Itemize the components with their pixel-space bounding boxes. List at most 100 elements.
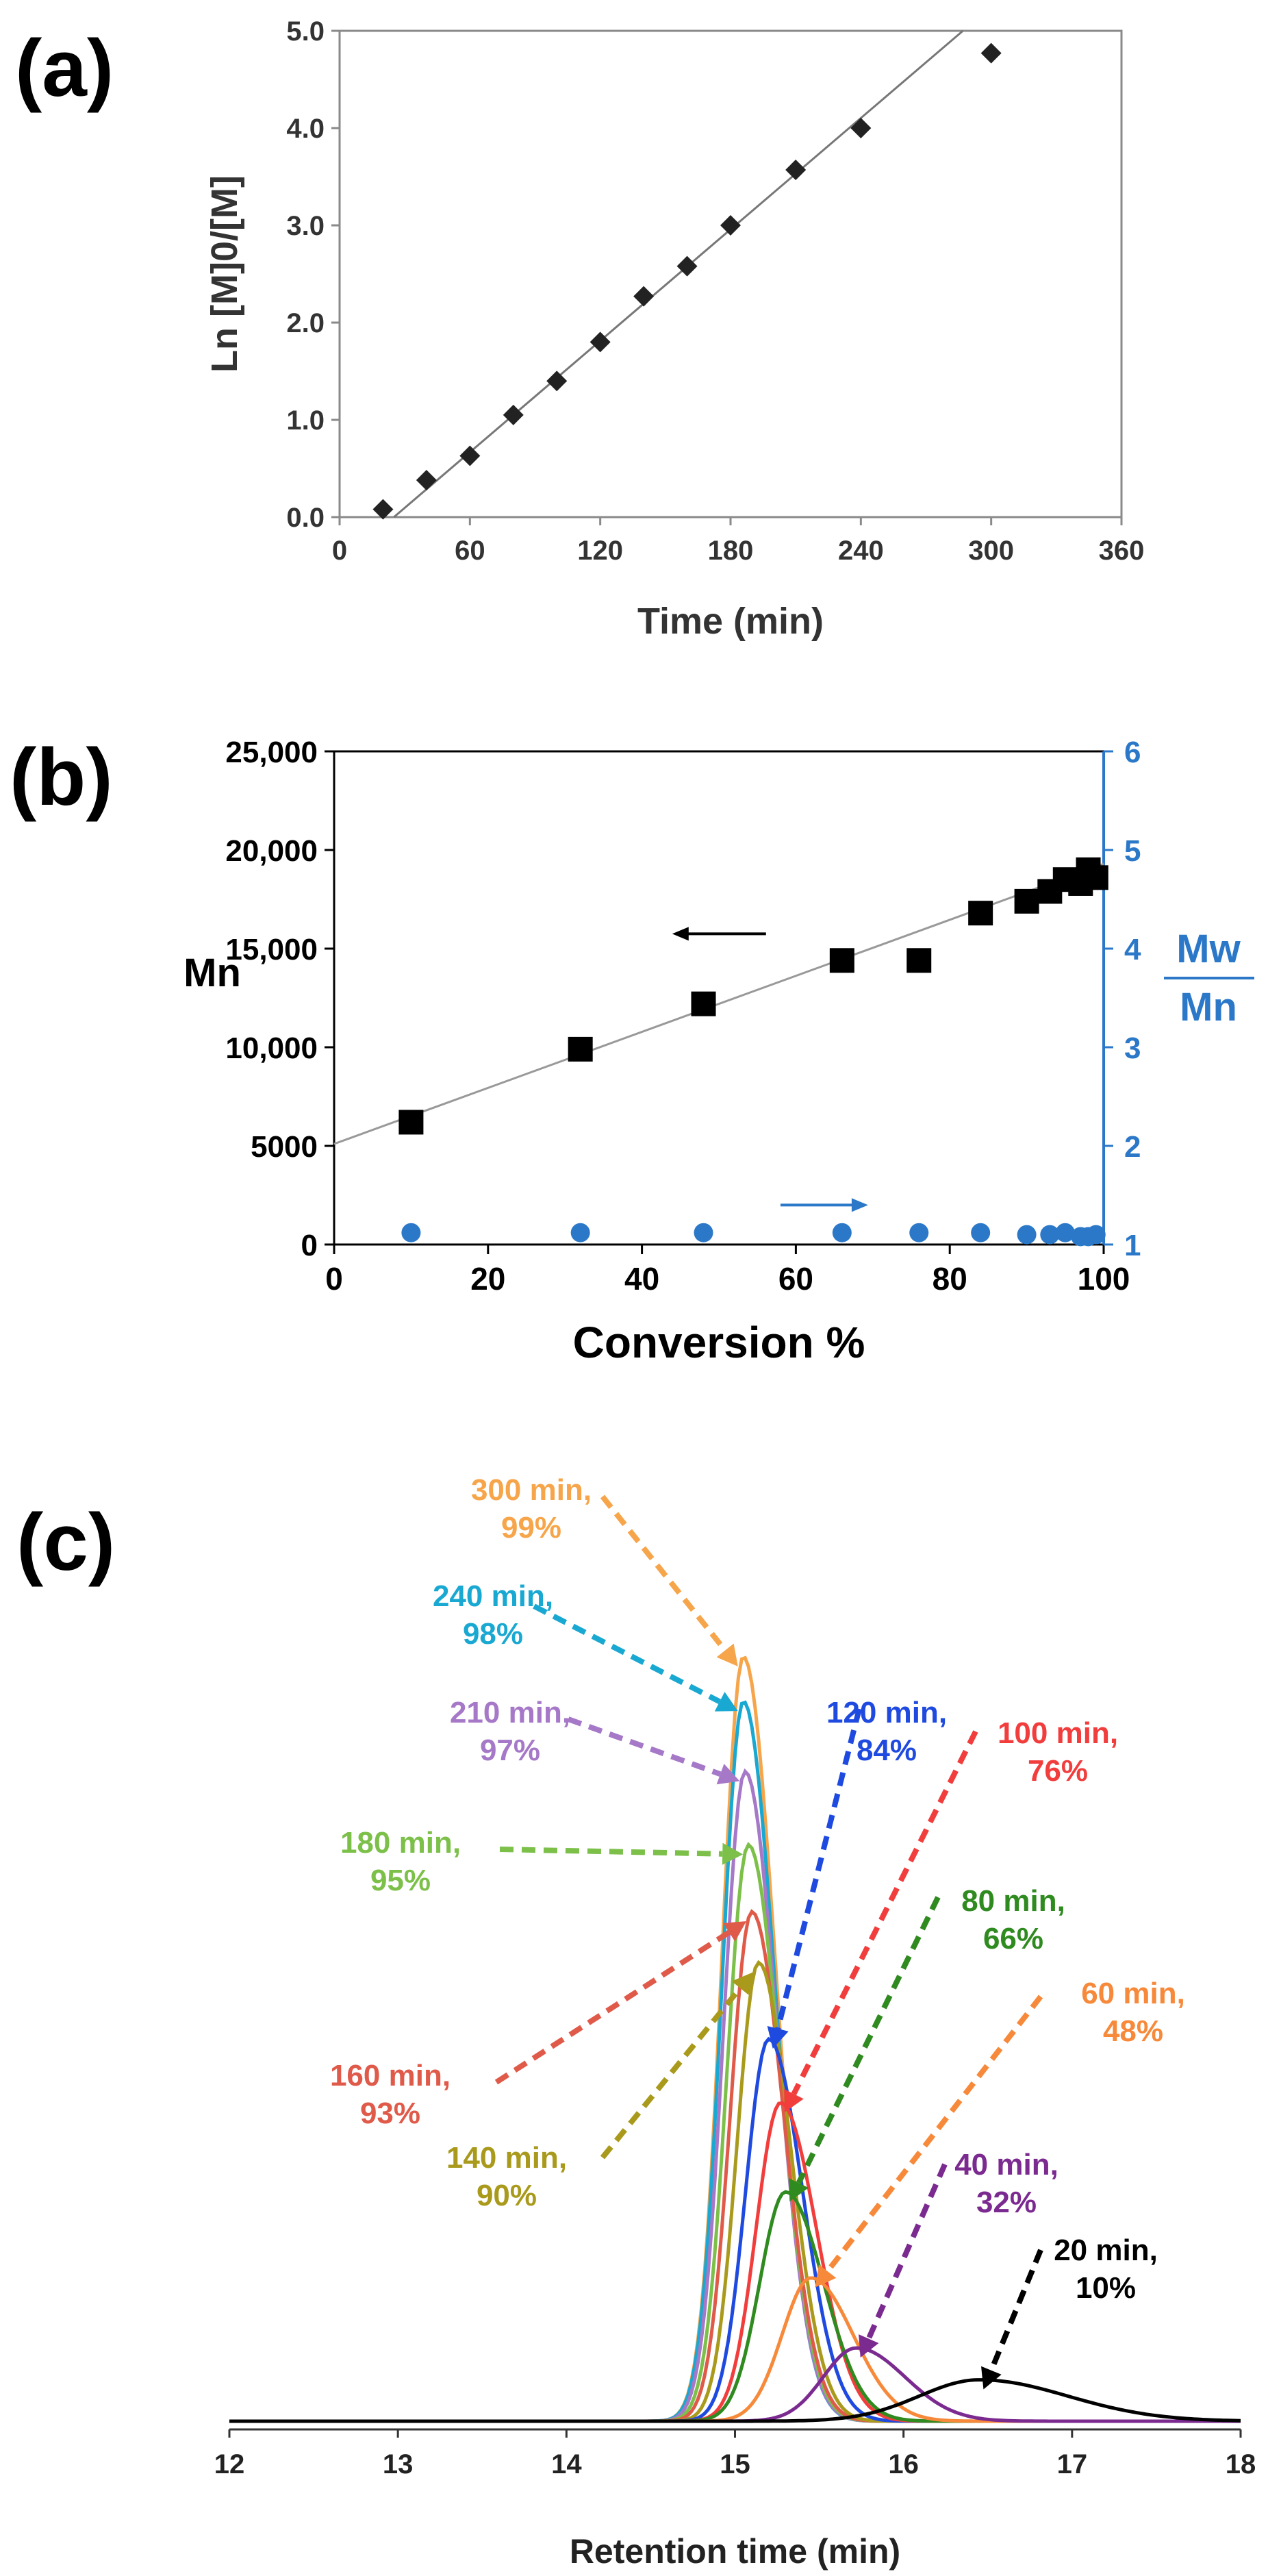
mn-point — [906, 948, 932, 973]
annotation-arrow-line — [825, 1994, 1043, 2273]
x-tick-label: 0 — [325, 1261, 343, 1297]
x-tick-label: 17 — [1057, 2449, 1088, 2479]
y-tick-label: 5000 — [251, 1130, 318, 1164]
pdi-point — [1055, 1223, 1075, 1242]
curve-conversion-label: 76% — [1028, 1754, 1088, 1788]
chart-b: 0 20 40 60 80 100 0 5000 10,000 15,000 20,000 25,00… — [183, 736, 1254, 1367]
chart-a: 0 60 120 180 240 300 360 0.0 1.0 2.0 3.0 4.0 5.0 Time… — [204, 16, 1144, 642]
curve-time-label: 120 min, — [826, 1696, 947, 1729]
y-tick-label: 2.0 — [286, 308, 325, 338]
curve-time-label: 140 min, — [446, 2141, 567, 2175]
x-axis-label: Conversion % — [573, 1318, 865, 1367]
x-tick-label: 300 — [968, 536, 1014, 566]
annotation-arrow-head — [714, 1692, 738, 1712]
x-tick-label: 15 — [720, 2449, 750, 2479]
x-tick-label: 13 — [383, 2449, 414, 2479]
y-tick-label: 10,000 — [225, 1031, 318, 1065]
mn-point — [568, 1036, 593, 1062]
data-point — [980, 42, 1002, 64]
y2-tick-label: 5 — [1124, 834, 1141, 868]
x-tick-label: 40 — [624, 1261, 659, 1297]
data-point — [589, 332, 611, 353]
annotation-arrow-line — [499, 1847, 723, 1857]
x-tick-label: 14 — [551, 2449, 582, 2479]
curve-conversion-label: 48% — [1103, 2014, 1163, 2048]
x-tick-label: 100 — [1078, 1261, 1130, 1297]
chromatogram-curve — [229, 2190, 1241, 2423]
y-tick-label: 0.0 — [286, 503, 325, 533]
pdi-axis-arrow-head — [851, 1198, 868, 1212]
annotation-arrow-head — [784, 2089, 804, 2112]
mn-point — [1014, 888, 1039, 914]
mn-axis-arrow-head — [672, 927, 689, 941]
pdi-point — [1017, 1225, 1037, 1245]
y-tick-label: 20,000 — [225, 834, 318, 868]
panel-c-label: (c) — [16, 1497, 115, 1588]
y2-axis-label-top: Mw — [1176, 927, 1241, 971]
annotation-arrow-head — [716, 1764, 740, 1785]
curve-conversion-label: 66% — [983, 1922, 1043, 1955]
annotation-arrow-head — [767, 2025, 789, 2049]
annotation-arrow-line — [791, 1730, 978, 2095]
curve-time-label: 20 min, — [1054, 2234, 1158, 2267]
x-tick-label: 20 — [470, 1261, 505, 1297]
annotation-arrow-line — [866, 2163, 948, 2340]
y-tick-label: 0 — [301, 1229, 318, 1262]
x-tick-label: 60 — [455, 536, 485, 566]
y2-tick-label: 4 — [1124, 933, 1141, 966]
y-tick-label: 1.0 — [286, 405, 325, 436]
mn-point — [829, 948, 854, 973]
chart-c: 12 13 14 15 16 17 18 Retention time (min) 20 min… — [214, 1473, 1256, 2571]
x-tick-label: 18 — [1226, 2449, 1256, 2479]
y2-tick-label: 6 — [1124, 736, 1141, 769]
annotation-arrow-line — [989, 2249, 1043, 2372]
curve-time-label: 210 min, — [450, 1696, 570, 1729]
curve-time-label: 160 min, — [330, 2059, 451, 2092]
x-tick-label: 120 — [577, 536, 623, 566]
annotation-arrow-head — [789, 2178, 809, 2202]
y-tick-label: 3.0 — [286, 211, 325, 241]
x-tick-label: 180 — [708, 536, 754, 566]
curve-conversion-label: 99% — [501, 1511, 561, 1545]
data-point — [503, 404, 524, 425]
fit-line — [393, 29, 964, 518]
curve-time-label: 180 min, — [340, 1826, 461, 1860]
annotation-arrow-line — [600, 1495, 728, 1653]
pdi-point — [694, 1223, 713, 1242]
y-axis-label: Mn — [183, 951, 241, 995]
annotation-arrow-line — [775, 1708, 862, 2029]
y-tick-label: 15,000 — [225, 933, 318, 966]
annotation-arrow-head — [716, 1643, 738, 1666]
y-tick-label: 4.0 — [286, 114, 325, 144]
curve-conversion-label: 95% — [370, 1864, 431, 1897]
annotation-arrow-head — [723, 1921, 747, 1942]
pdi-point — [1086, 1225, 1106, 1245]
annotation-arrow-head — [731, 1972, 753, 1995]
data-point — [785, 160, 807, 181]
annotation-arrow-head — [815, 2264, 837, 2288]
x-axis-label: Time (min) — [637, 601, 824, 642]
x-tick-label: 16 — [888, 2449, 919, 2479]
mn-point — [691, 991, 716, 1016]
y2-tick-label: 1 — [1124, 1229, 1141, 1262]
curve-conversion-label: 98% — [463, 1617, 523, 1651]
x-tick-label: 60 — [778, 1261, 813, 1297]
annotation-arrow-head — [859, 2334, 879, 2358]
plot-frame-a — [338, 29, 1123, 518]
curve-conversion-label: 10% — [1076, 2271, 1136, 2305]
x-tick-label: 12 — [214, 2449, 245, 2479]
curve-conversion-label: 84% — [857, 1734, 917, 1767]
annotation-arrow-head — [722, 1842, 744, 1865]
y-tick-label: 5.0 — [286, 16, 325, 47]
annotation-arrow-head — [981, 2366, 1002, 2390]
panel-b-label: (b) — [10, 732, 113, 823]
y-tick-label: 25,000 — [225, 736, 318, 769]
curve-time-label: 100 min, — [998, 1716, 1118, 1750]
panel-a-label: (a) — [15, 23, 114, 114]
data-point — [676, 255, 698, 277]
y-axis-label: Ln [M]0/[M] — [204, 175, 245, 373]
x-tick-label: 0 — [332, 536, 347, 566]
pdi-point — [401, 1223, 421, 1242]
curve-time-label: 80 min, — [961, 1884, 1065, 1918]
